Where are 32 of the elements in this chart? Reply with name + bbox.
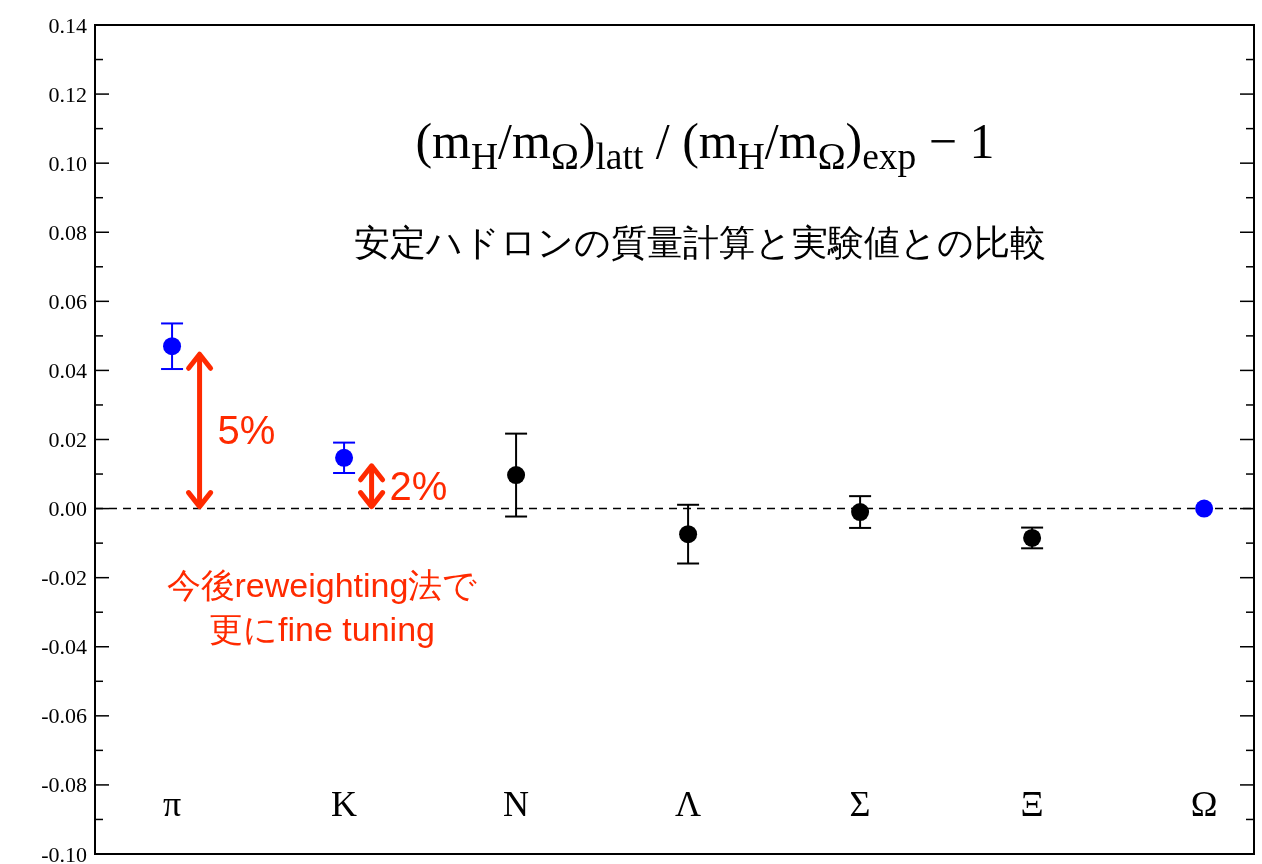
y-tick-label: -0.06 — [41, 703, 87, 729]
y-tick-label: 0.04 — [48, 357, 87, 383]
point — [851, 503, 870, 522]
text: 安定ハドロンの質量計算と実験値との比較 — [354, 222, 1046, 263]
y-tick-label: 0.02 — [48, 427, 87, 452]
annotation: 今後reweighting法で — [166, 566, 478, 604]
point — [1195, 499, 1214, 518]
x-tick-label: Λ — [675, 784, 702, 824]
y-tick-label: -0.08 — [41, 772, 87, 798]
point — [507, 466, 526, 485]
y-tick-label: 0.08 — [48, 219, 87, 245]
annotation: 2% — [389, 464, 448, 509]
y-tick-label: 0.10 — [48, 150, 87, 176]
x-tick-label: Σ — [849, 784, 871, 824]
y-tick-label: -0.04 — [41, 634, 87, 660]
chart-title: (m$_{H}$/m$_{Ω}$)$_{latt}$ / (m$_{H}$/m$_{Ω}$)$_{exp}$ − 1 — [415, 113, 995, 177]
annotation: 5% — [217, 408, 276, 453]
point — [163, 337, 182, 356]
annotation: 更にfine tuning — [209, 610, 435, 648]
x-tick-label: Ξ — [1020, 784, 1044, 824]
point — [335, 448, 354, 467]
y-tick-label: 0.06 — [48, 288, 87, 314]
y-tick-label: 0.14 — [48, 12, 87, 38]
y-tick-label: -0.10 — [41, 841, 87, 864]
y-tick-label: -0.02 — [41, 565, 87, 591]
point — [679, 525, 698, 544]
x-tick-label: Ω — [1190, 784, 1218, 824]
x-tick-label: N — [503, 784, 530, 824]
y-tick-label: 0.12 — [48, 81, 87, 107]
x-tick-label: π — [162, 784, 182, 824]
y-tick-label: 0.00 — [48, 496, 87, 522]
x-tick-label: K — [331, 784, 358, 824]
